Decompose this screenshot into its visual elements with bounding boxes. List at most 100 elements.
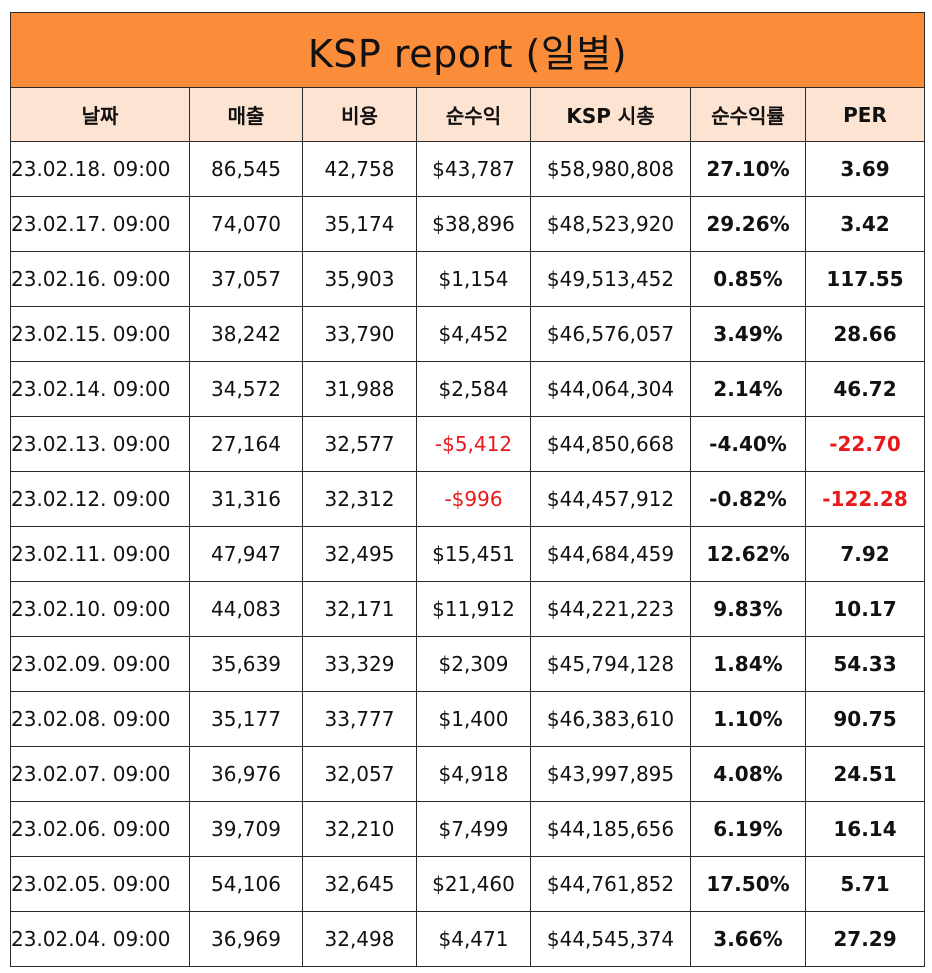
- net-margin-cell: 3.49%: [690, 306, 806, 362]
- net-margin-cell: -0.82%: [690, 471, 806, 527]
- market-cap-cell: $45,794,128: [530, 636, 691, 692]
- date-cell: 23.02.18. 09:00: [10, 141, 190, 197]
- per-cell: 90.75: [805, 691, 925, 747]
- cost-cell: 32,498: [302, 911, 417, 967]
- date-cell: 23.02.11. 09:00: [10, 526, 190, 582]
- per-cell: 27.29: [805, 911, 925, 967]
- table-row: 23.02.13. 09:00 27,164 32,577 -$5,412 $44,85…: [10, 416, 925, 472]
- revenue-cell: 44,083: [189, 581, 303, 637]
- per-cell: 3.69: [805, 141, 925, 197]
- date-cell: 23.02.12. 09:00: [10, 471, 190, 527]
- net-margin-cell: 12.62%: [690, 526, 806, 582]
- market-cap-cell: $44,457,912: [530, 471, 691, 527]
- date-cell: 23.02.07. 09:00: [10, 746, 190, 802]
- market-cap-cell: $44,064,304: [530, 361, 691, 417]
- date-cell: 23.02.15. 09:00: [10, 306, 190, 362]
- revenue-cell: 34,572: [189, 361, 303, 417]
- revenue-cell: 47,947: [189, 526, 303, 582]
- date-cell: 23.02.16. 09:00: [10, 251, 190, 307]
- market-cap-cell: $48,523,920: [530, 196, 691, 252]
- net-margin-cell: -4.40%: [690, 416, 806, 472]
- cost-cell: 42,758: [302, 141, 417, 197]
- date-cell: 23.02.08. 09:00: [10, 691, 190, 747]
- table-row: 23.02.18. 09:00 86,545 42,758 $43,787 $58,98…: [10, 141, 925, 197]
- net-profit-cell: $2,584: [416, 361, 531, 417]
- net-profit-cell: $7,499: [416, 801, 531, 857]
- market-cap-cell: $49,513,452: [530, 251, 691, 307]
- table-row: 23.02.05. 09:00 54,106 32,645 $21,460 $44,76…: [10, 856, 925, 912]
- net-margin-cell: 3.66%: [690, 911, 806, 967]
- market-cap-cell: $46,383,610: [530, 691, 691, 747]
- table-row: 23.02.08. 09:00 35,177 33,777 $1,400 $46,383…: [10, 691, 925, 747]
- per-cell: 117.55: [805, 251, 925, 307]
- cost-cell: 32,171: [302, 581, 417, 637]
- net-profit-cell: $4,918: [416, 746, 531, 802]
- header-per: PER: [805, 87, 925, 142]
- net-profit-cell: $2,309: [416, 636, 531, 692]
- table-row: 23.02.12. 09:00 31,316 32,312 -$996 $44,457,…: [10, 471, 925, 527]
- revenue-cell: 39,709: [189, 801, 303, 857]
- revenue-cell: 86,545: [189, 141, 303, 197]
- net-profit-cell: $38,896: [416, 196, 531, 252]
- net-profit-cell: $1,154: [416, 251, 531, 307]
- market-cap-cell: $44,850,668: [530, 416, 691, 472]
- net-profit-cell: -$5,412: [416, 416, 531, 472]
- table-row: 23.02.09. 09:00 35,639 33,329 $2,309 $45,794…: [10, 636, 925, 692]
- table-row: 23.02.14. 09:00 34,572 31,988 $2,584 $44,064…: [10, 361, 925, 417]
- per-cell: 24.51: [805, 746, 925, 802]
- market-cap-cell: $44,545,374: [530, 911, 691, 967]
- per-cell: -122.28: [805, 471, 925, 527]
- header-net-profit: 순수익: [416, 87, 531, 142]
- revenue-cell: 38,242: [189, 306, 303, 362]
- net-profit-cell: $11,912: [416, 581, 531, 637]
- market-cap-cell: $46,576,057: [530, 306, 691, 362]
- net-profit-cell: $21,460: [416, 856, 531, 912]
- table-row: 23.02.04. 09:00 36,969 32,498 $4,471 $44,545…: [10, 911, 925, 967]
- cost-cell: 31,988: [302, 361, 417, 417]
- header-market-cap: KSP 시총: [530, 87, 691, 142]
- per-cell: 3.42: [805, 196, 925, 252]
- cost-cell: 32,210: [302, 801, 417, 857]
- per-cell: 7.92: [805, 526, 925, 582]
- revenue-cell: 36,976: [189, 746, 303, 802]
- date-cell: 23.02.17. 09:00: [10, 196, 190, 252]
- header-net-margin: 순수익률: [690, 87, 806, 142]
- net-margin-cell: 17.50%: [690, 856, 806, 912]
- per-cell: 54.33: [805, 636, 925, 692]
- date-cell: 23.02.13. 09:00: [10, 416, 190, 472]
- revenue-cell: 37,057: [189, 251, 303, 307]
- revenue-cell: 54,106: [189, 856, 303, 912]
- revenue-cell: 35,639: [189, 636, 303, 692]
- table-row: 23.02.10. 09:00 44,083 32,171 $11,912 $44,22…: [10, 581, 925, 637]
- table-row: 23.02.16. 09:00 37,057 35,903 $1,154 $49,513…: [10, 251, 925, 307]
- header-cost: 비용: [302, 87, 417, 142]
- net-profit-cell: $15,451: [416, 526, 531, 582]
- net-margin-cell: 0.85%: [690, 251, 806, 307]
- cost-cell: 35,903: [302, 251, 417, 307]
- table-row: 23.02.15. 09:00 38,242 33,790 $4,452 $46,576…: [10, 306, 925, 362]
- cost-cell: 32,645: [302, 856, 417, 912]
- revenue-cell: 74,070: [189, 196, 303, 252]
- report-title: KSP report (일별): [10, 12, 925, 88]
- cost-cell: 32,495: [302, 526, 417, 582]
- revenue-cell: 31,316: [189, 471, 303, 527]
- net-margin-cell: 4.08%: [690, 746, 806, 802]
- per-cell: 10.17: [805, 581, 925, 637]
- per-cell: 46.72: [805, 361, 925, 417]
- market-cap-cell: $44,221,223: [530, 581, 691, 637]
- net-margin-cell: 29.26%: [690, 196, 806, 252]
- market-cap-cell: $43,997,895: [530, 746, 691, 802]
- net-margin-cell: 6.19%: [690, 801, 806, 857]
- net-profit-cell: $4,452: [416, 306, 531, 362]
- revenue-cell: 27,164: [189, 416, 303, 472]
- revenue-cell: 35,177: [189, 691, 303, 747]
- date-cell: 23.02.06. 09:00: [10, 801, 190, 857]
- cost-cell: 32,057: [302, 746, 417, 802]
- revenue-cell: 36,969: [189, 911, 303, 967]
- net-margin-cell: 1.84%: [690, 636, 806, 692]
- per-cell: 16.14: [805, 801, 925, 857]
- cost-cell: 33,777: [302, 691, 417, 747]
- header-revenue: 매출: [189, 87, 303, 142]
- per-cell: -22.70: [805, 416, 925, 472]
- date-cell: 23.02.09. 09:00: [10, 636, 190, 692]
